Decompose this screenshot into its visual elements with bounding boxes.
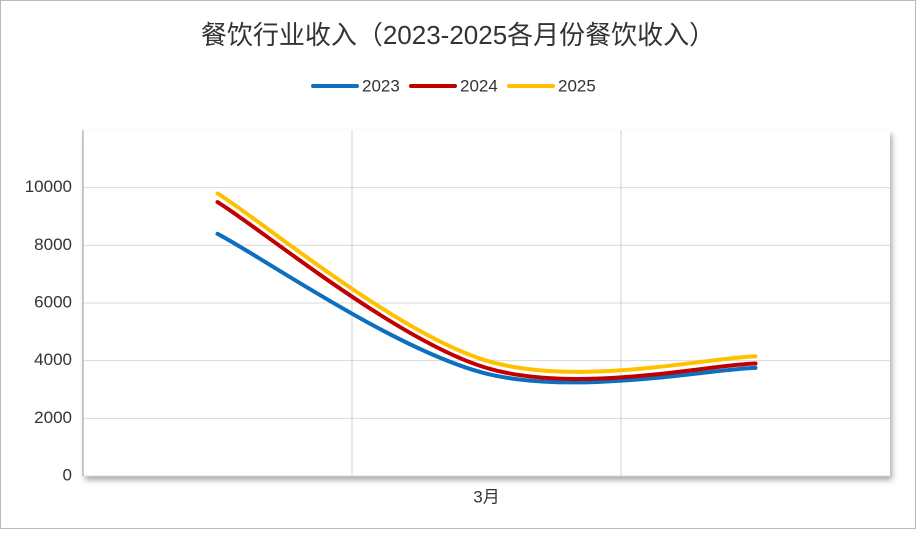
chart-title: 餐饮行业收入（2023-2025各月份餐饮收入） [201,20,715,50]
series-line [215,231,758,385]
y-tick-label: 0 [63,465,72,484]
legend-label: 2025 [558,76,596,95]
y-tick-label: 8000 [34,235,72,254]
y-tick-label: 2000 [34,408,72,427]
y-tick-label: 6000 [34,292,72,311]
y-tick-label: 4000 [34,350,72,369]
y-tick-label: 10000 [25,177,72,196]
series-line [215,200,758,381]
legend-label: 2023 [362,76,400,95]
x-tick-label: 3月 [473,487,499,506]
legend-label: 2024 [460,76,498,95]
series-line [215,191,758,374]
